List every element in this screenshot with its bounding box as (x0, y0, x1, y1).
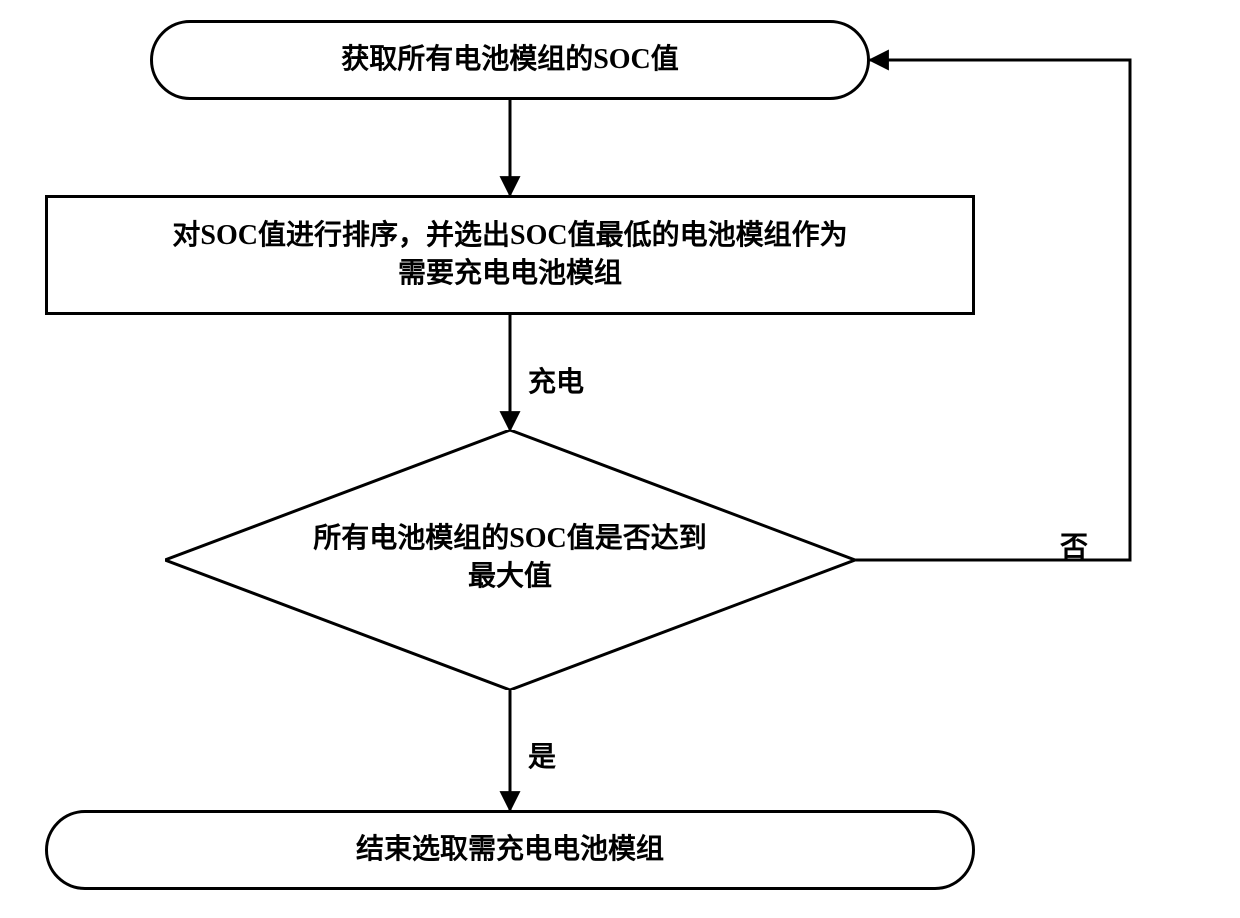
decision-line1: 所有电池模组的SOC值是否达到 (313, 520, 707, 558)
sort-process-line2: 需要充电电池模组 (172, 255, 847, 293)
start-node: 获取所有电池模组的SOC值 (150, 20, 870, 100)
sort-process-node: 对SOC值进行排序，并选出SOC值最低的电池模组作为 需要充电电池模组 (45, 195, 975, 315)
decision-line2: 最大值 (313, 558, 707, 596)
start-node-text: 获取所有电池模组的SOC值 (341, 41, 679, 79)
edge-label-charge: 充电 (528, 360, 584, 400)
flowchart-canvas: 获取所有电池模组的SOC值 对SOC值进行排序，并选出SOC值最低的电池模组作为… (0, 0, 1240, 918)
sort-process-text: 对SOC值进行排序，并选出SOC值最低的电池模组作为 需要充电电池模组 (172, 217, 847, 293)
edge-label-no: 否 (1060, 525, 1088, 565)
end-node: 结束选取需充电电池模组 (45, 810, 975, 890)
decision-text: 所有电池模组的SOC值是否达到 最大值 (165, 520, 855, 596)
edge-label-yes: 是 (528, 735, 556, 775)
decision-node: 所有电池模组的SOC值是否达到 最大值 (165, 430, 855, 690)
end-node-text: 结束选取需充电电池模组 (356, 831, 664, 869)
sort-process-line1: 对SOC值进行排序，并选出SOC值最低的电池模组作为 (172, 217, 847, 255)
